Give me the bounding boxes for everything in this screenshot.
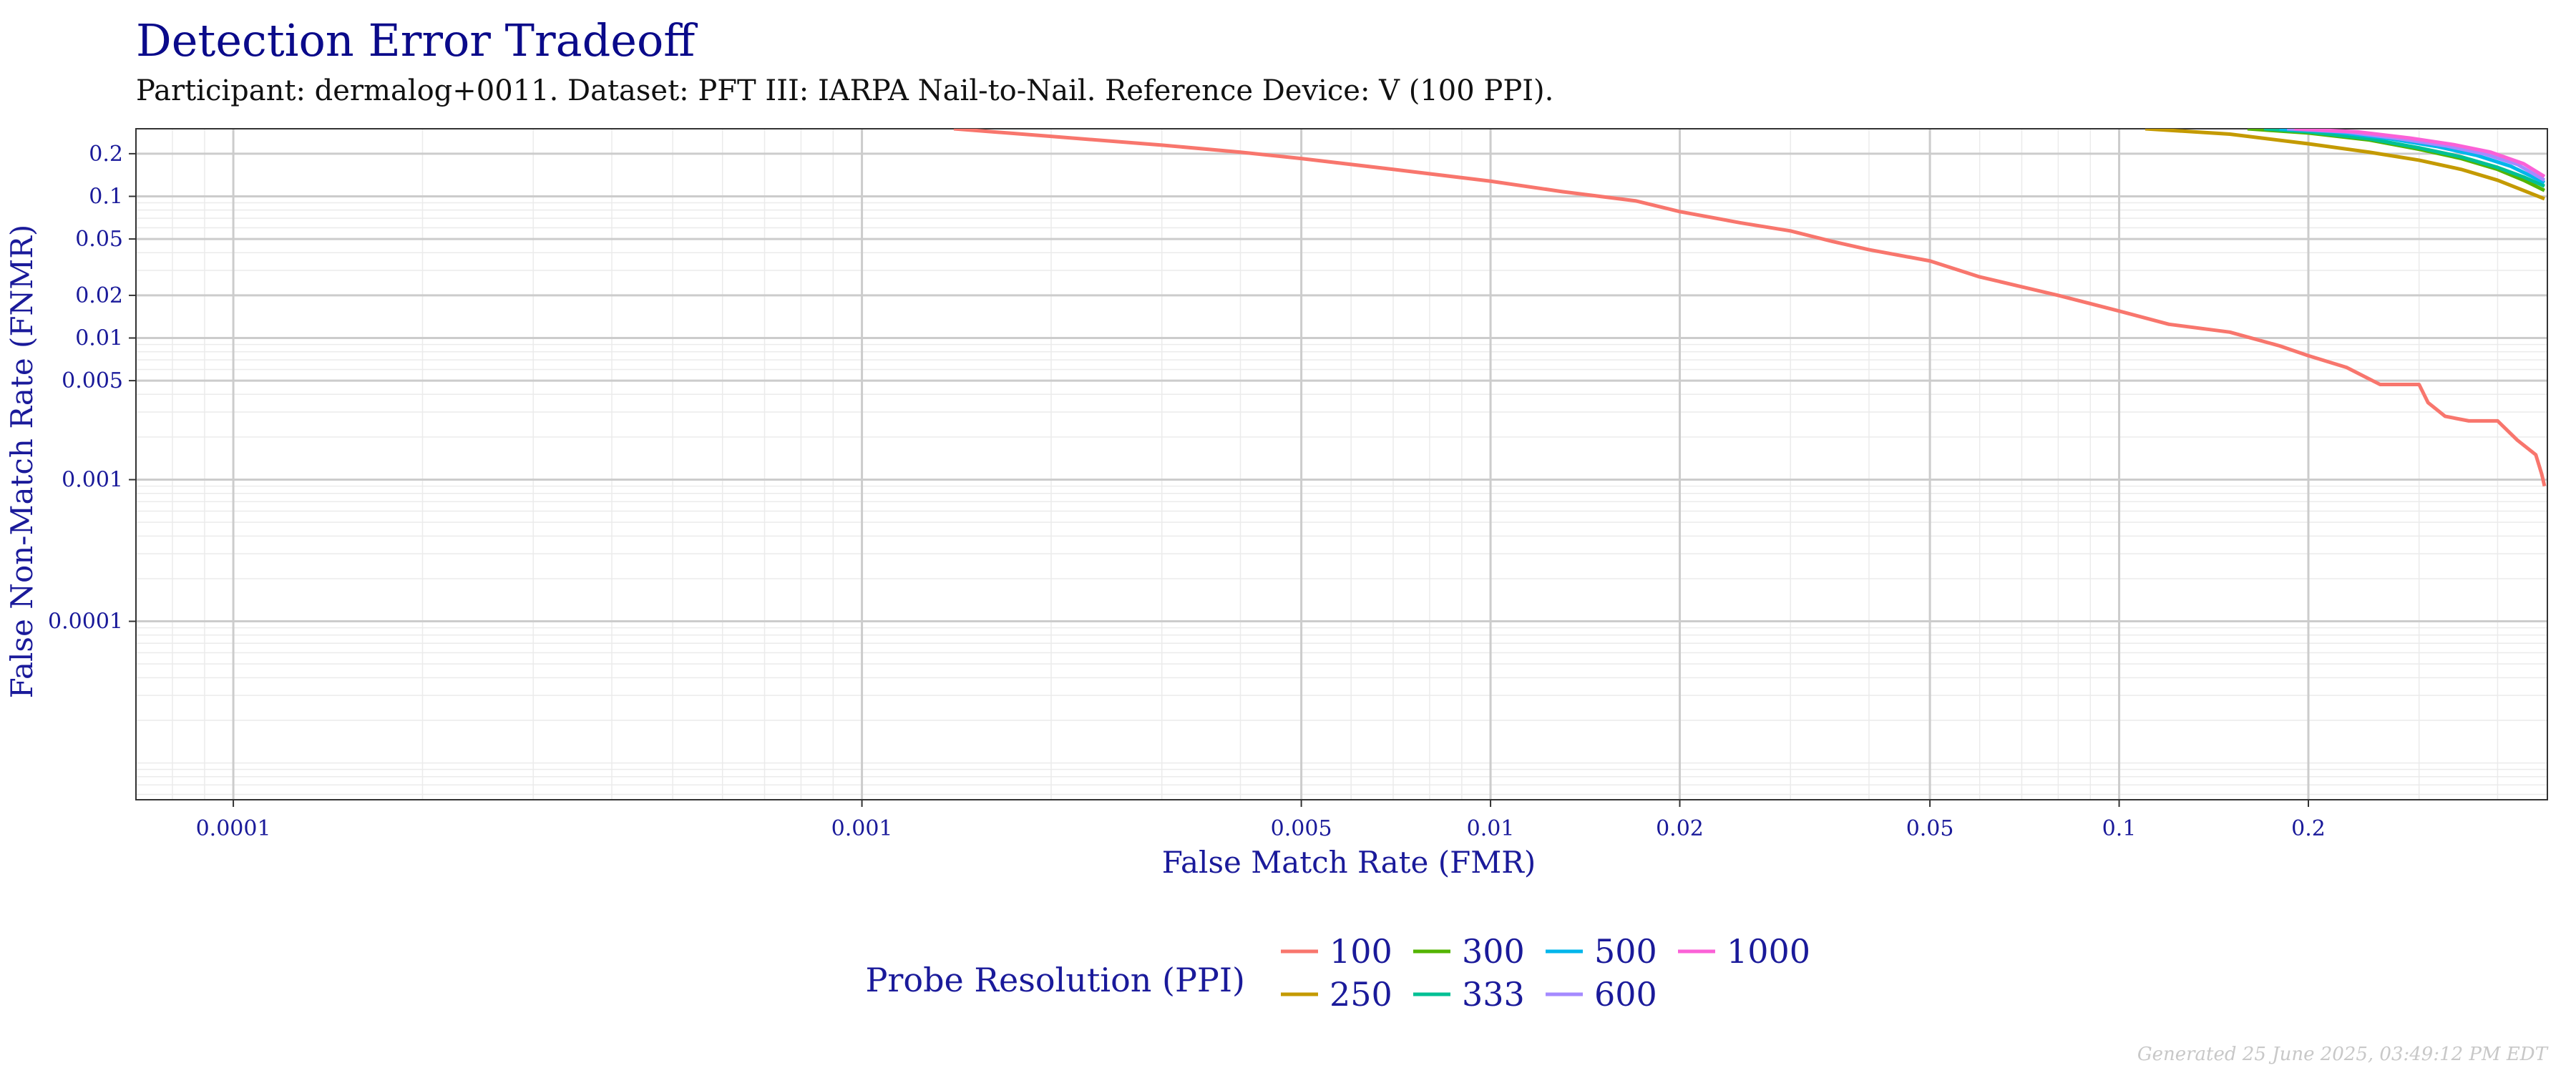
x-tick-label: 0.2 — [2291, 816, 2326, 841]
x-axis-label: False Match Rate (FMR) — [1162, 845, 1536, 880]
legend: Probe Resolution (PPI) 100 250 300 333 500 60… — [865, 932, 1810, 1014]
series-line-100 — [953, 129, 2547, 487]
legend-item-100: 100 — [1281, 932, 1392, 971]
x-tick-label: 0.01 — [1467, 816, 1515, 841]
legend-item-300: 300 — [1413, 932, 1525, 971]
legend-title: Probe Resolution (PPI) — [865, 961, 1245, 999]
y-tick-label: 0.001 — [62, 468, 123, 493]
minor-gridlines — [135, 129, 2547, 800]
legend-label: 250 — [1330, 975, 1392, 1014]
y-tick-label: 0.1 — [89, 184, 123, 209]
x-tick-label: 0.05 — [1906, 816, 1954, 841]
legend-item-600: 600 — [1546, 975, 1657, 1014]
legend-label: 500 — [1594, 932, 1657, 971]
y-axis-label: False Non-Match Rate (FNMR) — [4, 225, 39, 699]
legend-item-500: 500 — [1546, 932, 1657, 971]
x-tick-label: 0.1 — [2102, 816, 2137, 841]
major-gridlines — [136, 129, 2547, 800]
chart-subtitle: Participant: dermalog+0011. Dataset: PFT… — [136, 74, 1553, 107]
legend-label: 300 — [1462, 932, 1525, 971]
generated-timestamp: Generated 25 June 2025, 03:49:12 PM EDT — [2137, 1044, 2549, 1065]
y-tick-label: 0.02 — [75, 283, 123, 308]
x-tick-label: 0.005 — [1271, 816, 1332, 841]
legend-label: 333 — [1462, 975, 1525, 1014]
y-axis-ticks: 0.0001 0.001 0.005 0.01 0.02 0.05 0.1 0.2 — [48, 142, 136, 635]
legend-items: 100 250 300 333 500 600 1000 — [1281, 932, 1810, 1014]
series-line-1000 — [2294, 129, 2546, 178]
x-tick-label: 0.0001 — [196, 816, 271, 841]
y-tick-label: 0.05 — [75, 227, 123, 252]
x-axis-ticks: 0.0001 0.001 0.005 0.01 0.02 0.05 0.1 0.2 — [196, 800, 2326, 841]
x-tick-label: 0.001 — [831, 816, 893, 841]
legend-item-333: 333 — [1413, 975, 1525, 1014]
series-line-333 — [2263, 129, 2546, 188]
x-tick-label: 0.02 — [1656, 816, 1704, 841]
y-tick-label: 0.005 — [62, 368, 123, 393]
y-tick-label: 0.2 — [89, 142, 123, 167]
legend-item-250: 250 — [1281, 975, 1392, 1014]
legend-label: 600 — [1594, 975, 1657, 1014]
y-tick-label: 0.01 — [75, 326, 123, 351]
legend-label: 100 — [1330, 932, 1392, 971]
y-tick-label: 0.0001 — [48, 609, 123, 635]
series-line-250 — [2145, 129, 2545, 201]
legend-item-1000: 1000 — [1678, 932, 1810, 971]
chart-title: Detection Error Tradeoff — [136, 14, 698, 67]
legend-label: 1000 — [1727, 932, 1810, 971]
plot-panel — [135, 128, 2548, 800]
series-lines — [953, 129, 2547, 487]
